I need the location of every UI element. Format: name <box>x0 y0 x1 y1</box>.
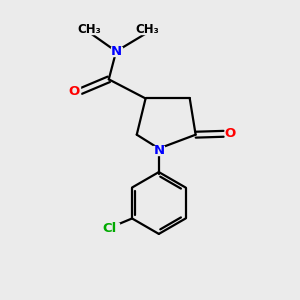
Bar <box>225 129 236 139</box>
Text: Cl: Cl <box>103 222 117 235</box>
Text: CH₃: CH₃ <box>135 23 159 36</box>
Text: O: O <box>224 127 236 140</box>
Bar <box>101 224 119 233</box>
Bar <box>111 46 122 56</box>
Bar <box>135 25 159 34</box>
Bar <box>69 86 80 96</box>
Text: N: N <box>153 144 164 157</box>
Bar <box>78 25 102 34</box>
Text: O: O <box>69 85 80 98</box>
Bar <box>153 146 164 155</box>
Text: N: N <box>111 45 122 58</box>
Text: CH₃: CH₃ <box>78 23 101 36</box>
